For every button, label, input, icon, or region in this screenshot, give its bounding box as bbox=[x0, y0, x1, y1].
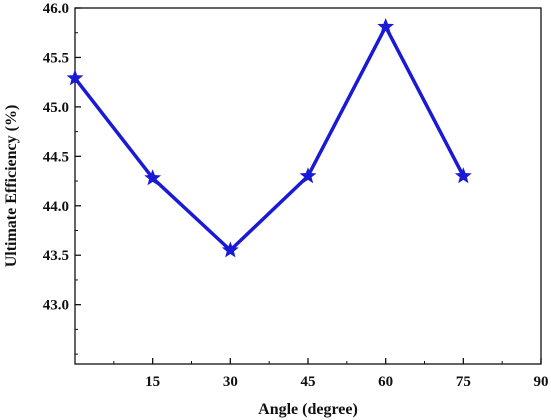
y-tick-label: 46.0 bbox=[43, 1, 69, 17]
x-axis-title: Angle (degree) bbox=[258, 401, 358, 418]
x-tick-label: 60 bbox=[378, 374, 393, 390]
x-tick-label: 75 bbox=[456, 374, 471, 390]
y-axis-title: Ultimate Efficiency (%) bbox=[3, 105, 20, 268]
series-line bbox=[73, 25, 465, 253]
data-point-star-marker bbox=[454, 167, 472, 184]
series-layer bbox=[66, 17, 472, 258]
x-tick-label: 45 bbox=[301, 374, 316, 390]
y-tick-label: 44.5 bbox=[43, 149, 69, 165]
x-tick-label: 90 bbox=[534, 374, 549, 390]
y-tick-label: 44.0 bbox=[43, 199, 69, 215]
x-tick-label: 30 bbox=[223, 374, 238, 390]
y-tick-label: 43.0 bbox=[43, 298, 69, 314]
plot-border bbox=[74, 7, 542, 365]
plot-frame bbox=[74, 7, 542, 365]
y-tick-label: 45.0 bbox=[43, 100, 69, 116]
y-tick-label: 43.5 bbox=[43, 248, 69, 264]
data-point-star-marker bbox=[144, 169, 162, 186]
data-point-star-marker bbox=[221, 241, 239, 258]
data-point-star-marker bbox=[377, 17, 395, 34]
x-axis: 15 30 45 60 75 90 bbox=[113, 358, 549, 390]
x-tick-label: 15 bbox=[145, 374, 160, 390]
y-tick-label: 45.5 bbox=[43, 50, 69, 66]
data-point-star-marker bbox=[299, 167, 317, 184]
y-axis: 43.0 43.5 44.0 44.5 45.0 45.5 46.0 bbox=[43, 1, 81, 355]
data-point-star-marker bbox=[66, 69, 84, 86]
